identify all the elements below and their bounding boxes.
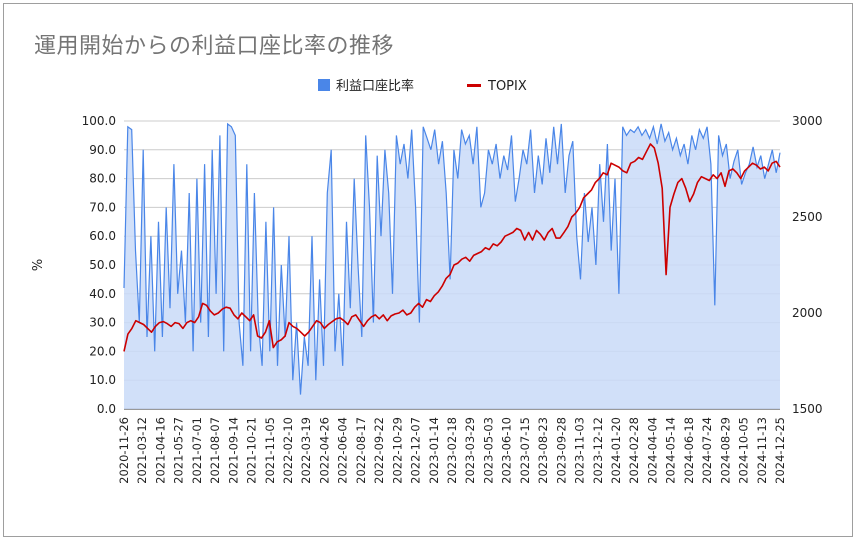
x-tick-label: 2024-06-18 [682,417,696,484]
topix-line [123,143,781,352]
x-axis-ticks: 2020-11-26 2021-03-12 2021-04-16 2021-05-27… [117,417,787,484]
y-right-tick-label: 1500 [792,402,823,416]
y-axis-right: 1500 2000 2500 3000 [792,114,823,416]
x-tick-label: 2022-08-17 [354,417,368,484]
x-tick-label: 2022-12-07 [409,417,423,484]
y-left-tick-label: 80.0 [89,172,116,186]
x-tick-label: 2022-06-04 [336,417,350,484]
legend-label-profit-ratio: 利益口座比率 [336,78,414,94]
x-tick-label: 2021-04-16 [153,417,167,484]
x-tick-label: 2024-02-28 [627,417,641,484]
x-tick-label: 2023-12-12 [591,417,605,484]
x-tick-label: 2022-04-26 [317,417,331,484]
x-tick-label: 2024-07-24 [700,417,714,484]
x-tick-label: 2023-08-23 [536,417,550,484]
x-tick-label: 2021-05-27 [172,417,186,484]
legend-swatch-topix [467,84,481,87]
y-left-tick-label: 30.0 [89,316,116,330]
y-left-tick-label: 60.0 [89,229,116,243]
x-tick-label: 2024-10-05 [737,417,751,484]
legend-label-topix: TOPIX [487,79,527,94]
y-left-tick-label: 90.0 [89,143,116,157]
x-tick-label: 2023-02-18 [445,417,459,484]
x-tick-label: 2022-09-22 [372,417,386,484]
x-tick-label: 2022-03-19 [299,417,313,484]
y-left-tick-label: 50.0 [89,258,116,272]
legend-swatch-profit-ratio [318,79,330,91]
profit-ratio-fill [124,123,780,410]
profit-ratio-area [123,122,781,410]
y-left-tick-label: 40.0 [89,287,116,301]
y-right-tick-label: 2500 [792,210,823,224]
legend: 利益口座比率 TOPIX [318,78,527,94]
x-tick-label: 2021-10-21 [245,417,259,484]
x-tick-label: 2022-10-29 [390,417,404,484]
x-tick-label: 2021-11-05 [263,417,277,484]
x-tick-label: 2024-05-14 [664,417,678,484]
x-tick-label: 2023-03-29 [463,417,477,484]
x-tick-label: 2023-06-10 [500,417,514,484]
y-left-tick-label: 10.0 [89,373,116,387]
x-tick-label: 2023-09-28 [554,417,568,484]
x-tick-label: 2024-01-20 [609,417,623,484]
y-axis-label: % [31,259,46,271]
x-tick-label: 2023-11-03 [573,417,587,484]
x-tick-label: 2023-07-15 [518,417,532,484]
x-tick-label: 2023-05-03 [481,417,495,484]
x-tick-label: 2024-11-13 [755,417,769,484]
x-tick-label: 2020-11-26 [117,417,131,484]
x-tick-label: 2023-01-14 [427,417,441,484]
profit-ratio-series [123,122,781,395]
y-left-tick-label: 70.0 [89,200,116,214]
x-tick-label: 2024-08-29 [718,417,732,484]
topix-series [123,143,781,352]
y-left-tick-label: 100.0 [82,114,116,128]
y-right-tick-label: 3000 [792,114,823,128]
y-axis-left: 0.0 10.0 20.0 30.0 40.0 50.0 60.0 70.0 80.0 90.0 1… [82,114,116,416]
x-tick-label: 2021-09-14 [226,417,240,484]
x-tick-label: 2021-07-01 [190,417,204,484]
y-left-tick-label: 20.0 [89,344,116,358]
chart-title: 運用開始からの利益口座比率の推移 [34,34,395,59]
y-left-tick-label: 0.0 [97,402,116,416]
x-tick-label: 2021-03-12 [135,417,149,484]
x-tick-label: 2022-02-10 [281,417,295,484]
x-tick-label: 2021-08-07 [208,417,222,484]
x-tick-label: 2024-12-25 [773,417,787,484]
x-tick-label: 2024-04-04 [645,417,659,484]
y-right-tick-label: 2000 [792,306,823,320]
